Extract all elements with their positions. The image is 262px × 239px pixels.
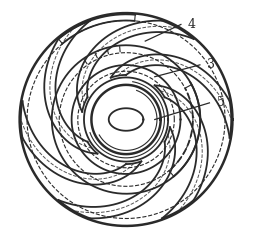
Text: 5: 5 <box>216 96 225 109</box>
Text: 3: 3 <box>207 58 215 71</box>
Text: 4: 4 <box>188 18 196 31</box>
